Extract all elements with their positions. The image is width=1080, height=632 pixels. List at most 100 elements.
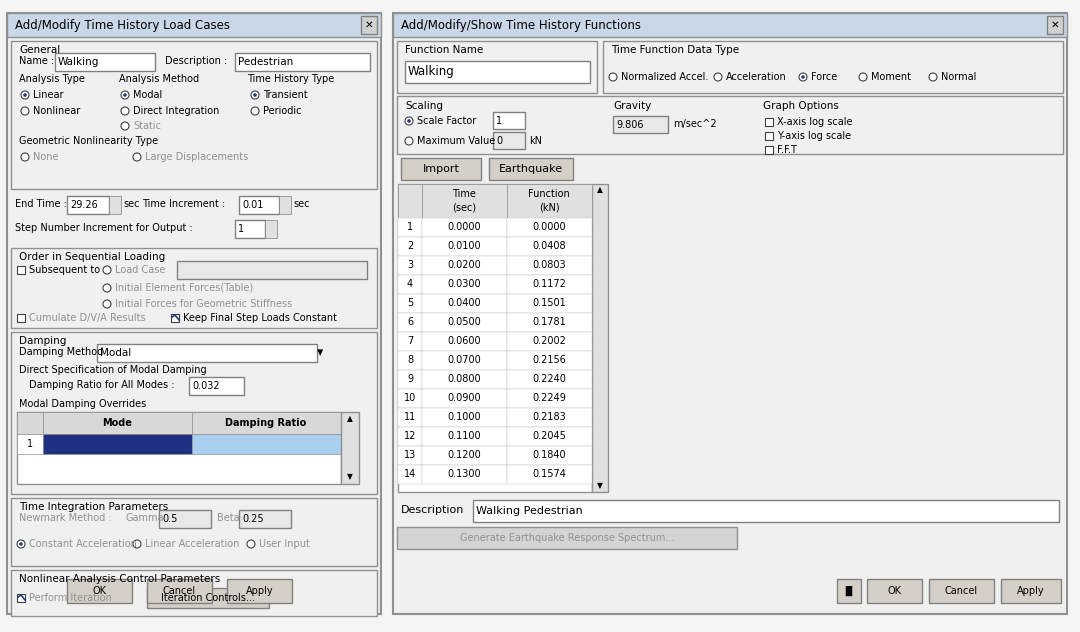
Text: 0.032: 0.032 <box>192 381 219 391</box>
Text: End Time :: End Time : <box>15 199 67 209</box>
FancyBboxPatch shape <box>507 370 592 389</box>
Circle shape <box>714 73 723 81</box>
Text: 13: 13 <box>404 450 416 460</box>
Text: General: General <box>19 45 60 55</box>
Text: Description :: Description : <box>165 56 227 66</box>
Text: Scaling: Scaling <box>405 101 443 111</box>
FancyBboxPatch shape <box>422 408 507 427</box>
Text: 9: 9 <box>407 374 413 384</box>
Text: Order in Sequential Loading: Order in Sequential Loading <box>19 252 165 262</box>
FancyBboxPatch shape <box>17 434 43 454</box>
Circle shape <box>801 75 805 79</box>
FancyBboxPatch shape <box>929 579 994 603</box>
Text: OK: OK <box>93 586 107 596</box>
Text: Time: Time <box>453 189 476 199</box>
Text: Apply: Apply <box>245 586 273 596</box>
Text: ▲: ▲ <box>347 415 353 423</box>
FancyBboxPatch shape <box>492 112 525 129</box>
Text: 5: 5 <box>407 298 414 308</box>
Text: 0.1781: 0.1781 <box>532 317 566 327</box>
Text: 0.5: 0.5 <box>162 514 177 524</box>
Circle shape <box>929 73 937 81</box>
FancyBboxPatch shape <box>11 498 377 566</box>
Text: 0.1172: 0.1172 <box>532 279 566 289</box>
FancyBboxPatch shape <box>422 332 507 351</box>
FancyBboxPatch shape <box>6 13 381 37</box>
FancyBboxPatch shape <box>43 434 192 454</box>
FancyBboxPatch shape <box>17 314 25 322</box>
Text: 12: 12 <box>404 431 416 441</box>
Text: Force: Force <box>811 72 837 82</box>
Text: Moment: Moment <box>870 72 912 82</box>
FancyBboxPatch shape <box>17 594 25 602</box>
FancyBboxPatch shape <box>189 377 244 395</box>
Text: Modal: Modal <box>133 90 162 100</box>
FancyBboxPatch shape <box>397 96 1063 154</box>
Text: Function Name: Function Name <box>405 45 483 55</box>
Text: 0.1000: 0.1000 <box>447 412 481 422</box>
Text: Acceleration: Acceleration <box>726 72 786 82</box>
FancyBboxPatch shape <box>17 266 25 274</box>
FancyBboxPatch shape <box>613 116 669 133</box>
Text: None: None <box>33 152 58 162</box>
Text: 14: 14 <box>404 469 416 479</box>
Text: 0.0900: 0.0900 <box>447 393 481 403</box>
Circle shape <box>21 153 29 161</box>
Text: 0.1574: 0.1574 <box>532 469 566 479</box>
Text: Y-axis log scale: Y-axis log scale <box>777 131 851 141</box>
Circle shape <box>251 91 259 99</box>
Text: Cumulate D/V/A Results: Cumulate D/V/A Results <box>29 313 146 323</box>
FancyBboxPatch shape <box>17 412 341 484</box>
Text: 0.0300: 0.0300 <box>447 279 481 289</box>
Text: Generate Earthquake Response Spectrum...: Generate Earthquake Response Spectrum... <box>460 533 674 543</box>
Text: Damping Ratio: Damping Ratio <box>226 418 307 428</box>
FancyBboxPatch shape <box>399 332 422 351</box>
Text: Pedestrian: Pedestrian <box>238 57 294 67</box>
FancyBboxPatch shape <box>159 510 211 528</box>
FancyBboxPatch shape <box>235 53 370 71</box>
FancyBboxPatch shape <box>67 579 132 603</box>
Text: Geometric Nonlinearity Type: Geometric Nonlinearity Type <box>19 136 158 146</box>
Text: Damping Method :: Damping Method : <box>19 347 110 357</box>
FancyBboxPatch shape <box>11 248 377 328</box>
FancyBboxPatch shape <box>341 412 359 484</box>
Circle shape <box>121 91 129 99</box>
FancyBboxPatch shape <box>147 579 212 603</box>
Text: Normalized Accel.: Normalized Accel. <box>621 72 708 82</box>
FancyBboxPatch shape <box>399 184 422 218</box>
Text: Constant Acceleration: Constant Acceleration <box>29 539 137 549</box>
Text: 10: 10 <box>404 393 416 403</box>
FancyBboxPatch shape <box>422 313 507 332</box>
FancyBboxPatch shape <box>422 237 507 256</box>
Text: 1: 1 <box>496 116 502 126</box>
Text: 7: 7 <box>407 336 414 346</box>
Text: Add/Modify/Show Time History Functions: Add/Modify/Show Time History Functions <box>401 18 642 32</box>
FancyBboxPatch shape <box>11 332 377 494</box>
FancyBboxPatch shape <box>227 579 292 603</box>
FancyBboxPatch shape <box>422 218 507 237</box>
FancyBboxPatch shape <box>393 13 1067 614</box>
FancyBboxPatch shape <box>11 41 377 189</box>
Text: 0.2002: 0.2002 <box>532 336 566 346</box>
Text: ▼: ▼ <box>597 482 603 490</box>
Text: Direct Integration: Direct Integration <box>133 106 219 116</box>
Text: 1: 1 <box>238 224 244 234</box>
FancyBboxPatch shape <box>765 146 773 154</box>
FancyBboxPatch shape <box>11 570 377 616</box>
Text: 9.806: 9.806 <box>616 119 644 130</box>
FancyBboxPatch shape <box>17 412 43 434</box>
Circle shape <box>17 540 25 548</box>
Text: User Input: User Input <box>259 539 310 549</box>
FancyBboxPatch shape <box>399 446 422 465</box>
Text: Description: Description <box>401 505 464 515</box>
Text: Gamma: Gamma <box>125 513 163 523</box>
Text: ▐▌: ▐▌ <box>841 586 856 596</box>
Text: Beta: Beta <box>217 513 240 523</box>
Text: Time History Type: Time History Type <box>247 74 334 84</box>
Text: Maximum Value: Maximum Value <box>417 136 496 146</box>
FancyBboxPatch shape <box>405 61 590 83</box>
FancyBboxPatch shape <box>399 313 422 332</box>
Text: 0.0500: 0.0500 <box>447 317 481 327</box>
Circle shape <box>121 122 129 130</box>
Text: 0.0000: 0.0000 <box>447 222 481 232</box>
